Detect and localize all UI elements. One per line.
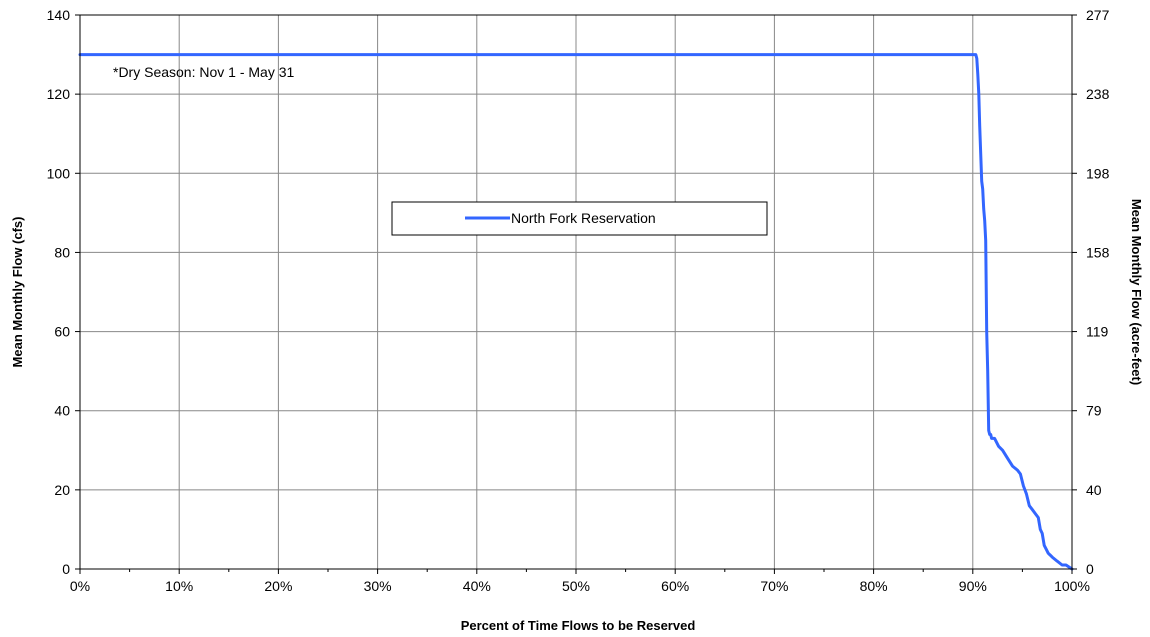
y-right-tick-label: 198 <box>1086 165 1110 181</box>
x-tick-label: 50% <box>562 578 590 594</box>
y-right-tick-label: 40 <box>1086 482 1102 498</box>
axes: 0% 10% 20% 30% 40% 50% 60% 70% 80% 90% 100%0 020 404… <box>47 7 1110 594</box>
y-left-tick-label: 100 <box>47 165 71 181</box>
x-tick-label: 60% <box>661 578 689 594</box>
y-left-tick-label: 140 <box>47 7 71 23</box>
x-tick-label: 30% <box>364 578 392 594</box>
y-right-tick-label: 0 <box>1086 561 1094 577</box>
dry-season-note: *Dry Season: Nov 1 - May 31 <box>113 64 295 80</box>
y-axis-title: Mean Monthly Flow (cfs) <box>10 217 25 368</box>
x-tick-label: 100% <box>1054 578 1090 594</box>
y-left-tick-label: 60 <box>54 324 70 340</box>
y2-axis-title: Mean Monthly Flow (acre-feet) <box>1129 199 1144 385</box>
y-right-tick-label: 119 <box>1086 324 1109 340</box>
x-tick-label: 10% <box>165 578 193 594</box>
y-left-tick-label: 20 <box>54 482 70 498</box>
legend-box <box>391 201 768 236</box>
y-right-tick-label: 277 <box>1086 7 1110 23</box>
y-left-tick-label: 0 <box>62 561 70 577</box>
y-left-tick-label: 80 <box>54 244 70 260</box>
x-tick-label: 80% <box>860 578 888 594</box>
x-tick-label: 20% <box>264 578 292 594</box>
y-left-tick-label: 40 <box>54 403 70 419</box>
x-tick-label: 0% <box>70 578 90 594</box>
x-tick-label: 70% <box>760 578 788 594</box>
x-tick-label: 40% <box>463 578 491 594</box>
x-tick-label: 90% <box>959 578 987 594</box>
y-left-tick-label: 120 <box>47 86 71 102</box>
gridlines <box>80 15 1072 569</box>
legend-label-north-fork-reservation: North Fork Reservation <box>511 210 656 226</box>
y-right-tick-label: 79 <box>1086 403 1102 419</box>
series-line-north-fork-reservation <box>78 53 1074 571</box>
legend: North Fork Reservation <box>391 201 768 236</box>
y-right-tick-label: 158 <box>1086 244 1110 260</box>
y-right-tick-label: 238 <box>1086 86 1110 102</box>
series-layer <box>78 53 1074 571</box>
x-axis-title: Percent of Time Flows to be Reserved <box>461 618 696 633</box>
